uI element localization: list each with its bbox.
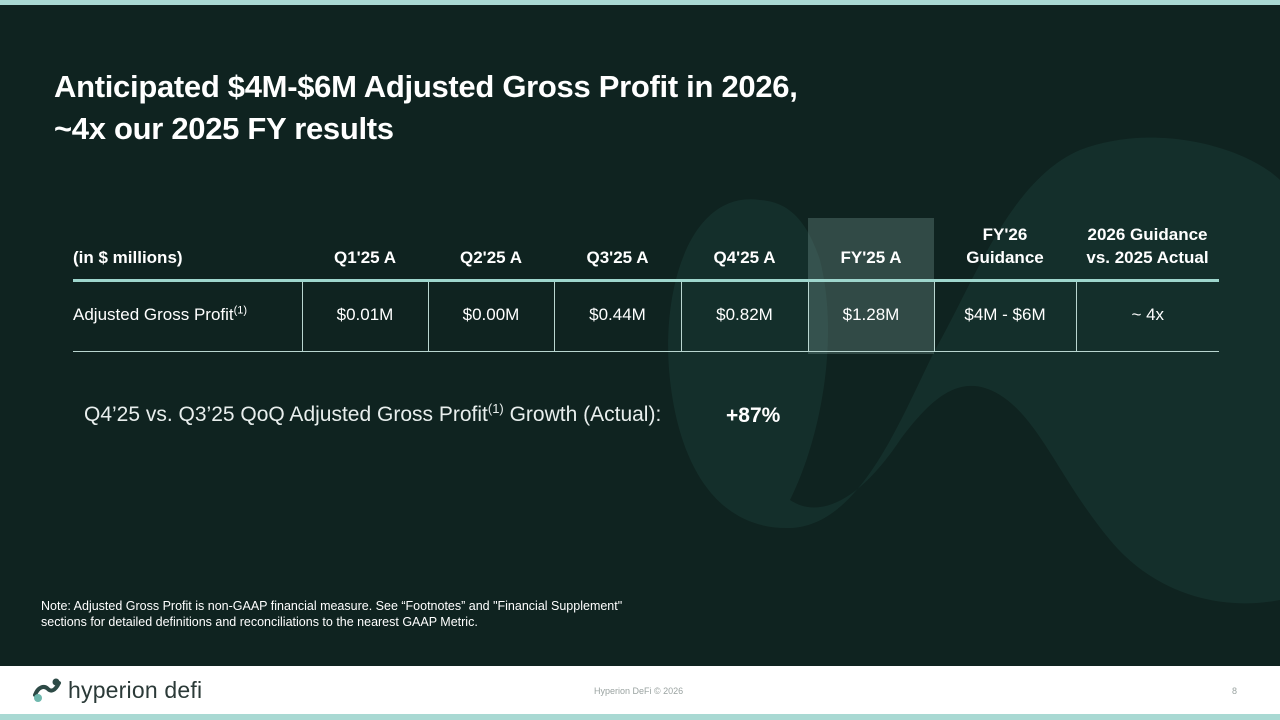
hyperion-logo-icon <box>33 678 61 702</box>
header-vs-line2: vs. 2025 Actual <box>1086 247 1209 267</box>
cell-q4: $0.82M <box>680 280 808 352</box>
page-title: Anticipated $4M-$6M Adjusted Gross Profi… <box>54 66 954 150</box>
growth-statement: Q4’25 vs. Q3’25 QoQ Adjusted Gross Profi… <box>84 401 662 427</box>
growth-label-pre: Q4’25 vs. Q3’25 QoQ Adjusted Gross Profi… <box>84 403 488 426</box>
row-label: Adjusted Gross Profit(1) <box>73 280 302 352</box>
header-q4: Q4'25 A <box>681 218 808 282</box>
note-line-2: sections for detailed definitions and re… <box>41 615 478 629</box>
copyright-text: Hyperion DeFi © 2026 <box>594 686 684 696</box>
header-fy25: FY'25 A <box>808 218 934 282</box>
title-line-2: ~4x our 2025 FY results <box>54 111 394 146</box>
logo-text: hyperion defi <box>68 676 203 703</box>
growth-value: +87% <box>726 404 781 427</box>
header-q3: Q3'25 A <box>554 218 681 282</box>
header-guidance-vs-actual: 2026 Guidance vs. 2025 Actual <box>1076 218 1219 282</box>
cell-q3: $0.44M <box>553 280 681 352</box>
header-fy26-line1: FY'26 <box>982 224 1028 244</box>
footnote-text: Note: Adjusted Gross Profit is non-GAAP … <box>41 598 741 630</box>
header-q1: Q1'25 A <box>302 218 428 282</box>
cell-q2: $0.00M <box>427 280 554 352</box>
cell-q1: $0.01M <box>301 280 428 352</box>
cell-fy25: $1.28M <box>807 280 934 352</box>
header-vs-line1: 2026 Guidance <box>1087 224 1208 244</box>
growth-label-post: Growth (Actual): <box>503 403 662 426</box>
title-line-1: Anticipated $4M-$6M Adjusted Gross Profi… <box>54 69 798 104</box>
growth-footnote-marker: (1) <box>487 401 504 416</box>
table-row: Adjusted Gross Profit(1) $0.01M $0.00M $… <box>73 280 1219 352</box>
top-accent-bar <box>0 0 1280 5</box>
cell-fy26-guidance: $4M - $6M <box>933 280 1076 352</box>
page-number: 8 <box>1232 686 1238 696</box>
bottom-accent-bar <box>0 714 1280 720</box>
cell-guidance-vs-actual: ~ 4x <box>1075 280 1219 352</box>
table-header-row: (in $ millions) Q1'25 A Q2'25 A Q3'25 A … <box>73 218 1219 282</box>
header-q2: Q2'25 A <box>428 218 554 282</box>
financial-table-container: (in $ millions) Q1'25 A Q2'25 A Q3'25 A … <box>73 218 1219 354</box>
row-footnote-marker: (1) <box>233 304 248 317</box>
row-label-text: Adjusted Gross Profit <box>73 305 234 324</box>
header-units: (in $ millions) <box>73 218 302 282</box>
footer: hyperion defi Hyperion DeFi © 2026 8 <box>0 666 1280 714</box>
header-fy26-line2: Guidance <box>966 247 1044 267</box>
note-line-1: Note: Adjusted Gross Profit is non-GAAP … <box>41 599 623 613</box>
adjusted-gross-profit-table: (in $ millions) Q1'25 A Q2'25 A Q3'25 A … <box>73 218 1219 352</box>
company-logo: hyperion defi <box>32 676 202 704</box>
header-fy26-guidance: FY'26 Guidance <box>934 218 1076 282</box>
